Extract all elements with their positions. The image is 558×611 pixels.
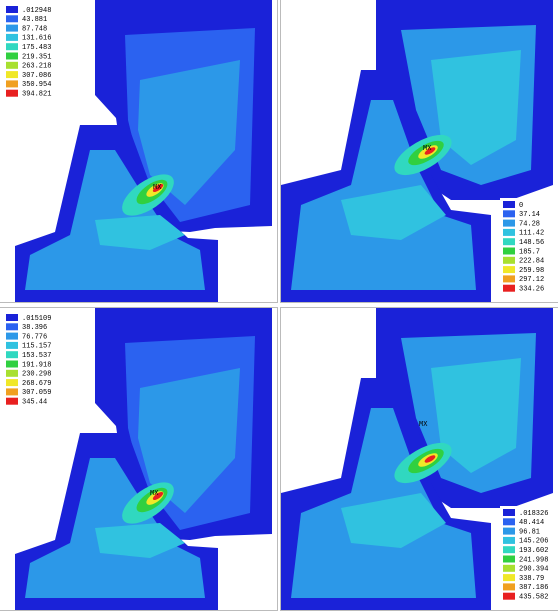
- legend-swatch: [6, 90, 18, 97]
- legend-label: 307.059: [22, 389, 51, 397]
- legend-swatch: [503, 285, 515, 292]
- legend-swatch: [6, 342, 18, 349]
- max-marker: MX: [153, 184, 162, 192]
- legend-swatch: [503, 201, 515, 208]
- legend-label: 185.7: [519, 248, 540, 256]
- legend-label: .015109: [22, 315, 51, 323]
- figure: MX .01294843.88187.748 131.616175.483219.3…: [0, 0, 558, 611]
- legend-label: 191.918: [22, 361, 51, 369]
- legend-label: 153.537: [22, 352, 51, 360]
- legend-swatch: [6, 398, 18, 405]
- legend-swatch: [503, 248, 515, 255]
- legend-swatch: [503, 583, 515, 590]
- max-marker: MX: [423, 145, 432, 153]
- legend-swatch: [6, 80, 18, 87]
- legend-swatch: [6, 351, 18, 358]
- legend-swatch: [503, 593, 515, 600]
- legend-label: 268.679: [22, 380, 51, 388]
- legend-label: 115.157: [22, 343, 51, 351]
- legend-label: 74.28: [519, 220, 540, 228]
- legend-swatch: [503, 528, 515, 535]
- legend-label: 259.98: [519, 267, 544, 275]
- legend-label: 241.998: [519, 556, 548, 564]
- legend-label: 38.396: [22, 324, 47, 332]
- legend-swatch: [6, 6, 18, 13]
- legend-label: 394.821: [22, 91, 51, 99]
- legend-label: 145.206: [519, 538, 548, 546]
- legend-label: 219.351: [22, 53, 51, 61]
- legend-swatch: [503, 210, 515, 217]
- legend-swatch: [6, 25, 18, 32]
- legend-label: 111.42: [519, 230, 544, 238]
- legend-swatch: [503, 275, 515, 282]
- legend-label: 350.954: [22, 81, 51, 89]
- legend-swatch: [6, 323, 18, 330]
- legend-label: 435.582: [519, 594, 548, 602]
- legend-label: 230.298: [22, 371, 51, 379]
- legend-swatch: [6, 361, 18, 368]
- legend-swatch: [6, 333, 18, 340]
- legend-label: 387.186: [519, 584, 548, 592]
- legend-swatch: [503, 238, 515, 245]
- legend-label: 345.44: [22, 399, 47, 407]
- legend-swatch: [6, 314, 18, 321]
- legend-swatch: [503, 220, 515, 227]
- legend-swatch: [503, 556, 515, 563]
- legend-swatch: [6, 388, 18, 395]
- legend-swatch: [503, 518, 515, 525]
- legend-label: 307.086: [22, 72, 51, 80]
- legend-label: 290.394: [519, 566, 548, 574]
- legend-swatch: [503, 257, 515, 264]
- legend-label: 0: [519, 202, 523, 210]
- legend-swatch: [503, 565, 515, 572]
- max-marker: MX: [419, 421, 428, 429]
- legend-swatch: [6, 71, 18, 78]
- legend-label: 96.81: [519, 528, 540, 536]
- max-marker: MX: [150, 490, 159, 498]
- legend-swatch: [503, 229, 515, 236]
- legend-label: 338.79: [519, 575, 544, 583]
- legend-swatch: [503, 266, 515, 273]
- legend-swatch: [6, 34, 18, 41]
- legend-swatch: [503, 574, 515, 581]
- legend-label: 334.26: [519, 286, 544, 294]
- legend-label: .018326: [519, 510, 548, 518]
- legend-label: .012948: [22, 7, 51, 15]
- legend-label: 131.616: [22, 35, 51, 43]
- legend-swatch: [6, 43, 18, 50]
- legend-swatch: [6, 15, 18, 22]
- legend-label: 297.12: [519, 276, 544, 284]
- legend-label: 222.84: [519, 258, 544, 266]
- legend-label: 76.776: [22, 333, 47, 341]
- legend-swatch: [503, 509, 515, 516]
- legend-label: 193.602: [519, 547, 548, 555]
- legend-label: 148.56: [519, 239, 544, 247]
- legend-label: 43.881: [22, 16, 47, 24]
- legend-swatch: [6, 379, 18, 386]
- legend-swatch: [6, 53, 18, 60]
- legend-swatch: [6, 370, 18, 377]
- legend-label: 37.14: [519, 211, 540, 219]
- legend-label: 48.414: [519, 519, 544, 527]
- legend-swatch: [6, 62, 18, 69]
- legend-label: 87.748: [22, 25, 47, 33]
- legend-label: 175.483: [22, 44, 51, 52]
- legend-label: 263.218: [22, 63, 51, 71]
- legend-swatch: [503, 537, 515, 544]
- legend-swatch: [503, 546, 515, 553]
